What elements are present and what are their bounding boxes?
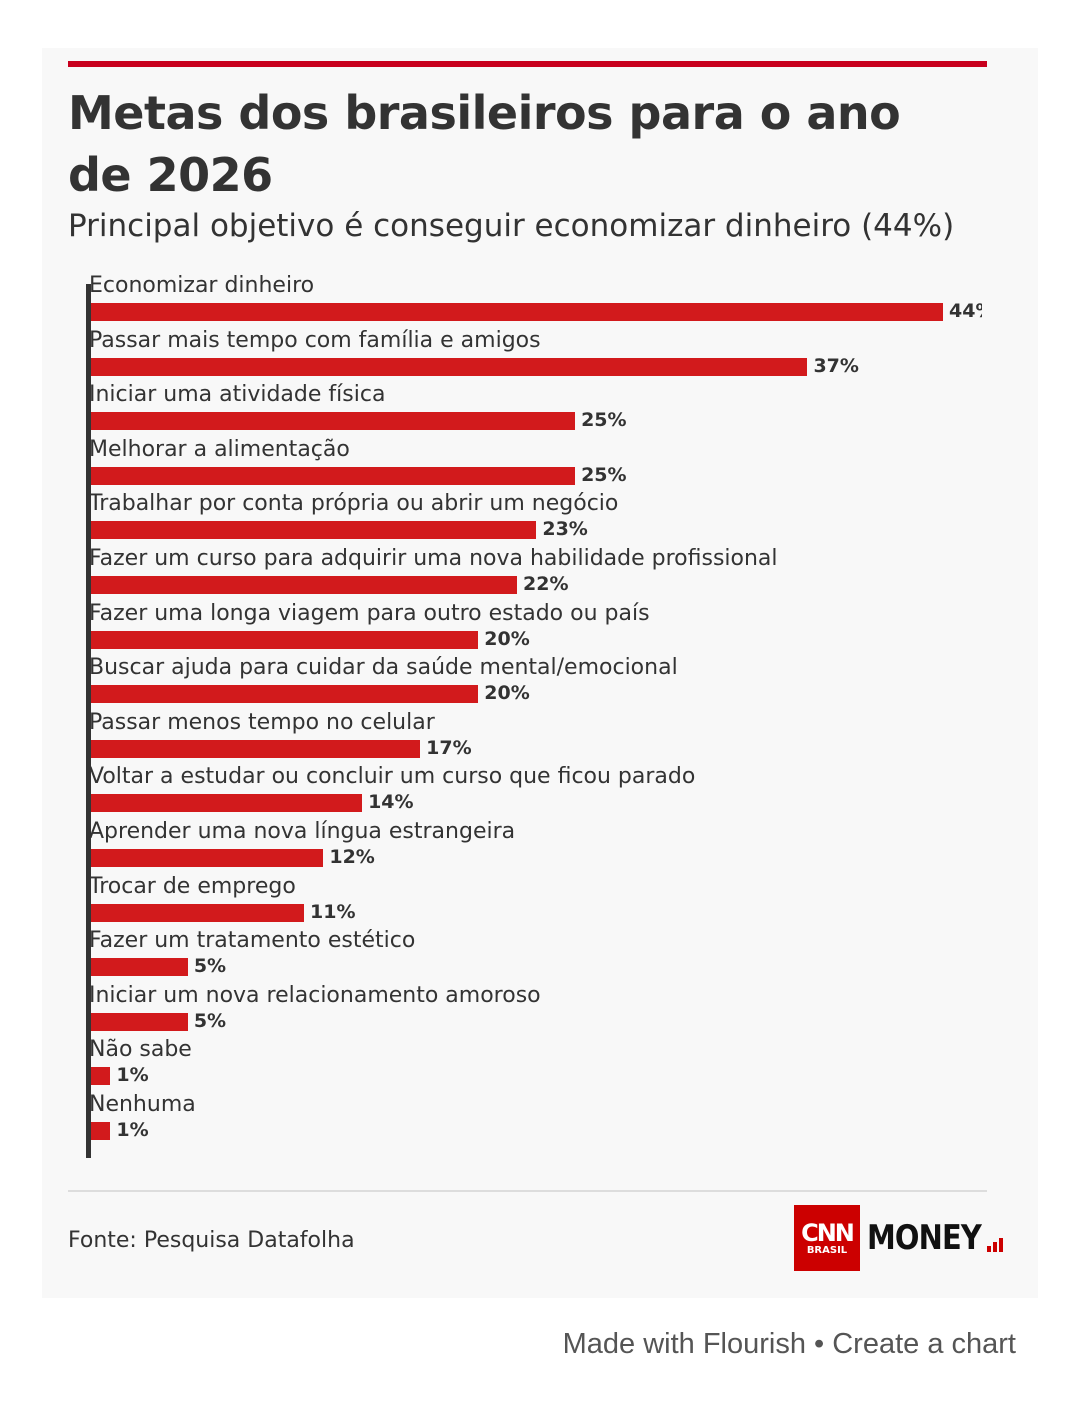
bar — [91, 794, 363, 813]
chart-title: Metas dos brasileiros para o ano de 2026 — [68, 86, 901, 202]
category-label: Iniciar uma atividade física — [89, 382, 386, 408]
chart-subtitle: Principal objetivo é conseguir economiza… — [68, 208, 955, 244]
category-label: Fazer um tratamento estético — [89, 928, 416, 954]
value-label: 17% — [426, 736, 472, 759]
category-label: Voltar a estudar ou concluir um curso qu… — [89, 764, 696, 790]
category-label: Nenhuma — [89, 1092, 196, 1117]
value-label: 20% — [484, 627, 530, 650]
value-label: 22% — [523, 573, 569, 595]
category-label: Buscar ajuda para cuidar da saúde mental… — [89, 655, 678, 681]
bar — [91, 685, 479, 704]
category-label: Passar mais tempo com família e amigos — [89, 327, 541, 353]
bar — [91, 1012, 188, 1031]
y-axis-line — [86, 284, 91, 1158]
value-label: 5% — [193, 1009, 227, 1032]
category-label: Não sabe — [89, 1037, 192, 1063]
bar — [91, 1067, 111, 1086]
category-label: Fazer uma longa viagem para outro estado… — [89, 600, 650, 626]
bar — [91, 466, 576, 485]
category-label: Passar menos tempo no celular — [89, 709, 435, 735]
category-label: Trabalhar por conta própria ou abrir um … — [89, 491, 619, 517]
value-label: 44% — [949, 300, 982, 322]
value-label: 37% — [813, 354, 859, 377]
value-label: 1% — [116, 1064, 149, 1087]
category-label: Economizar dinheiro — [89, 273, 315, 298]
value-label: 14% — [368, 791, 414, 814]
plot-area: Economizar dinheiro 44% Passar mais tempo … — [42, 48, 982, 1198]
cnn-brasil-money-logo: CNN BRASIL MONEY — [794, 1205, 1004, 1271]
header-rule — [68, 61, 987, 67]
bar — [91, 903, 304, 922]
value-label: 5% — [193, 955, 227, 978]
value-label: 25% — [581, 463, 627, 486]
value-label: 12% — [329, 846, 375, 868]
bar — [91, 739, 421, 758]
bar — [91, 576, 517, 594]
value-label: 1% — [116, 1119, 149, 1141]
category-label: Melhorar a alimentação — [89, 436, 350, 462]
footer-divider — [68, 1190, 987, 1192]
bar — [91, 357, 808, 376]
flourish-credit-link[interactable]: Made with Flourish • Create a chart — [562, 1328, 1016, 1360]
bar — [91, 958, 188, 977]
value-label: 23% — [542, 518, 588, 541]
value-label: 20% — [484, 682, 530, 705]
bar — [91, 1122, 111, 1140]
category-label: Trocar de emprego — [89, 873, 296, 899]
chart-card: Metas dos brasileiros para o ano de 2026… — [42, 48, 1038, 1298]
category-label: Iniciar um nova relacionamento amoroso — [89, 982, 541, 1008]
bar — [91, 630, 479, 649]
value-label: 25% — [581, 409, 627, 432]
category-label: Aprender uma nova língua estrangeira — [89, 819, 516, 844]
bar — [91, 303, 943, 321]
bar — [91, 412, 576, 431]
category-label: Fazer um curso para adquirir uma nova ha… — [89, 546, 778, 571]
bar — [91, 521, 537, 540]
value-label: 11% — [310, 900, 356, 923]
source-note: Fonte: Pesquisa Datafolha — [68, 1228, 355, 1253]
bar — [91, 849, 324, 867]
